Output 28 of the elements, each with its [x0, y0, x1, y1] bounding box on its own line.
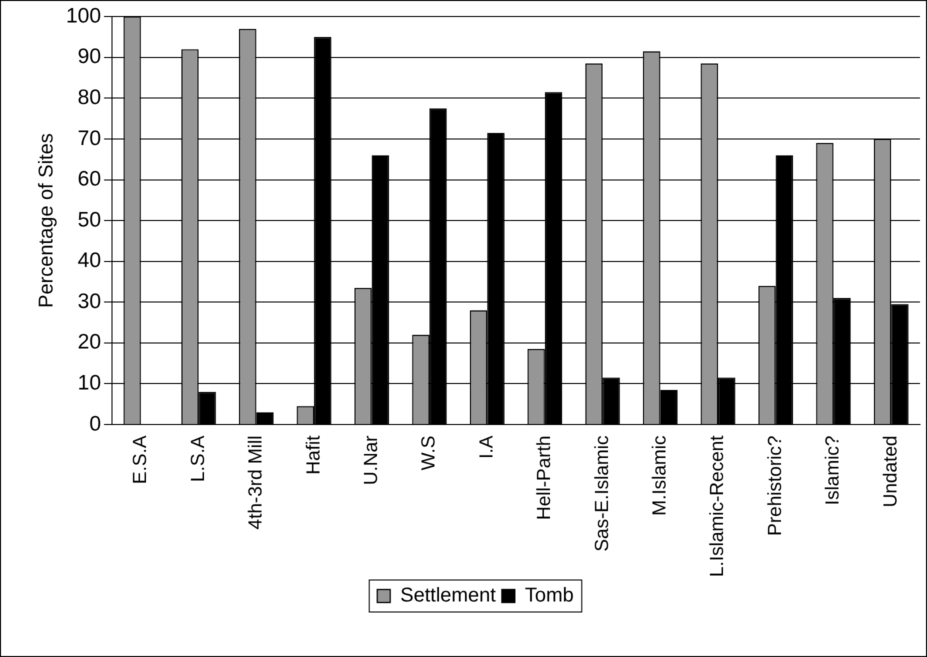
y-tick-label: 60	[78, 168, 102, 191]
y-tick-label: 20	[78, 330, 102, 354]
x-tick-label: Hell-Parth	[534, 436, 556, 520]
y-tick-label: 100	[66, 4, 102, 28]
y-tick-label: 70	[78, 126, 102, 150]
legend-label: Tomb	[524, 584, 574, 607]
y-axis-title: Percentage of Sites	[36, 133, 58, 308]
y-tick-label: 0	[89, 412, 102, 436]
x-tick-label: W.S	[418, 436, 440, 470]
x-tick-label: Hafit	[303, 434, 324, 475]
y-tick-label: 80	[78, 86, 102, 109]
x-tick-label: Sas-E.Islamic	[592, 436, 613, 552]
y-tick-label: 50	[78, 208, 102, 232]
y-tick-label: 40	[78, 249, 102, 272]
x-tick-label: Undated	[880, 436, 902, 508]
y-tick-label: 10	[78, 372, 102, 395]
x-tick-label: L.Islamic-Recent	[707, 434, 728, 578]
x-tick-label: E.S.A	[130, 435, 152, 484]
y-tick-label: 90	[78, 45, 102, 68]
x-tick-label: 4th-3rd Mill	[246, 436, 267, 530]
x-tick-label: L.S.A	[188, 435, 209, 482]
x-tick-label: U.Nar	[360, 434, 382, 486]
x-tick-label: Prehistoric?	[764, 436, 786, 536]
x-tick-label: Islamic?	[822, 436, 844, 506]
y-tick-label: 30	[78, 290, 102, 313]
x-tick-label: I.A	[476, 435, 498, 459]
x-tick-label: M.Islamic	[650, 436, 671, 516]
legend-label: Settlement	[400, 584, 496, 607]
